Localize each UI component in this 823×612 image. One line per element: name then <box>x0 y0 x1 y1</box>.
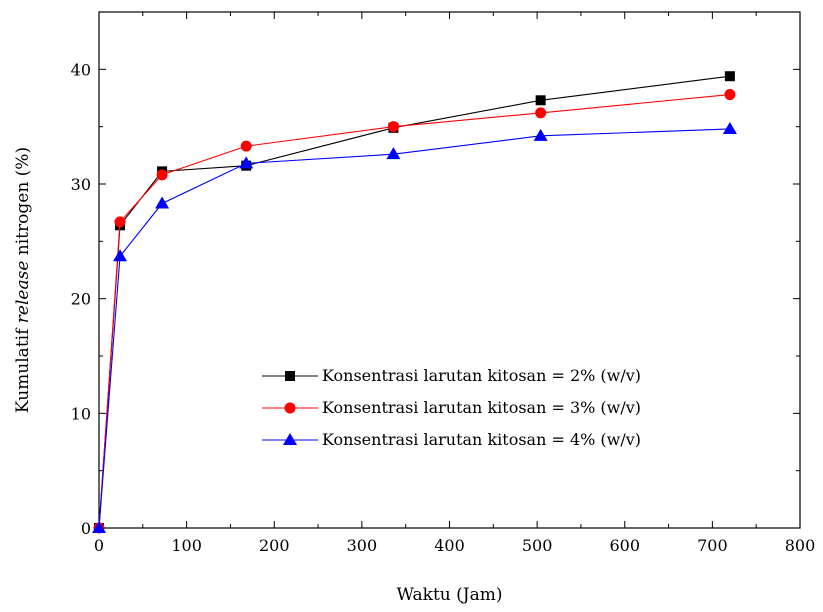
legend-marker <box>285 371 295 381</box>
data-point <box>535 95 546 106</box>
x-tick-label: 400 <box>434 536 465 555</box>
data-point <box>724 89 736 101</box>
x-tick-label: 600 <box>609 536 640 555</box>
data-point <box>114 216 126 228</box>
y-axis-title: Kumulatif release nitrogen (%) <box>13 147 33 413</box>
series-line <box>98 75 730 529</box>
y-axis-title-italic: release <box>13 261 33 324</box>
x-tick-label: 0 <box>94 536 104 555</box>
data-point <box>387 121 399 133</box>
y-tick-label: 0 <box>81 519 91 538</box>
legend-item-3: Konsentrasi larutan kitosan = 4% (w/v) <box>262 430 641 449</box>
x-tick-label: 300 <box>347 536 378 555</box>
x-tick-label: 200 <box>259 536 290 555</box>
legend-label: Konsentrasi larutan kitosan = 3% (w/v) <box>322 398 641 417</box>
data-point <box>533 128 548 141</box>
data-point <box>92 521 106 533</box>
series-1 <box>94 71 735 533</box>
y-axis-title-suffix: nitrogen (%) <box>13 147 33 261</box>
series-2 <box>93 89 736 534</box>
legend-item-1: Konsentrasi larutan kitosan = 2% (w/v) <box>262 366 641 385</box>
x-tick-label: 800 <box>785 536 816 555</box>
legend: Konsentrasi larutan kitosan = 2% (w/v) Ko… <box>262 366 641 449</box>
series-line <box>98 94 730 529</box>
y-tick-label: 40 <box>71 60 91 79</box>
series-line <box>98 128 730 529</box>
x-axis-title: Waktu (Jam) <box>397 585 503 605</box>
data-point <box>722 121 737 134</box>
y-axis-ticks: 0 10 20 30 40 <box>71 60 800 538</box>
y-tick-label: 20 <box>71 290 91 309</box>
plot-frame <box>98 11 801 529</box>
data-point <box>113 249 128 262</box>
x-axis-ticks: 0 100 200 300 400 500 600 700 800 <box>94 12 815 555</box>
x-tick-label: 700 <box>697 536 728 555</box>
y-tick-label: 10 <box>71 404 91 423</box>
y-axis-title-prefix: Kumulatif <box>13 323 33 413</box>
data-point <box>386 147 401 160</box>
x-tick-label: 500 <box>522 536 553 555</box>
x-tick-label: 100 <box>171 536 202 555</box>
legend-item-2: Konsentrasi larutan kitosan = 3% (w/v) <box>262 398 641 417</box>
series-layer <box>92 71 737 534</box>
y-tick-label: 30 <box>71 175 91 194</box>
legend-label: Konsentrasi larutan kitosan = 4% (w/v) <box>322 430 641 449</box>
data-point <box>239 156 254 169</box>
data-point <box>535 107 547 119</box>
plot-border <box>98 11 801 529</box>
data-point <box>156 169 168 181</box>
legend-marker <box>283 433 297 445</box>
data-point <box>724 71 735 82</box>
data-point <box>155 196 170 209</box>
legend-label: Konsentrasi larutan kitosan = 2% (w/v) <box>322 366 641 385</box>
legend-marker <box>284 402 296 414</box>
data-point <box>240 140 252 152</box>
series-3 <box>92 121 737 533</box>
